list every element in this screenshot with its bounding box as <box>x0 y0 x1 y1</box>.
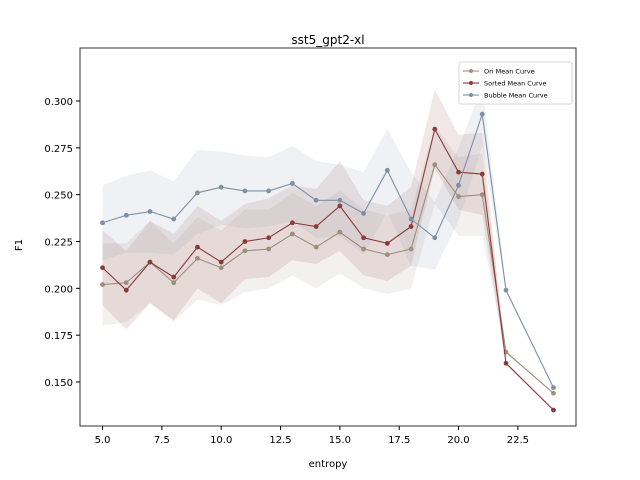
y-axis-label: F1 <box>14 239 25 251</box>
point <box>290 231 295 237</box>
point <box>100 282 105 287</box>
point <box>456 194 461 199</box>
error-band <box>102 89 554 411</box>
point <box>266 235 272 241</box>
point <box>242 239 248 244</box>
y-tick-label: 0.300 <box>44 97 73 108</box>
point <box>551 407 556 413</box>
legend-box <box>458 61 573 105</box>
point <box>456 169 461 175</box>
point <box>266 188 272 194</box>
point <box>551 385 556 391</box>
point <box>195 255 200 261</box>
point <box>503 287 509 293</box>
point <box>408 216 414 222</box>
plot-frame <box>79 47 577 427</box>
x-tick-label: 15.0 <box>329 435 351 446</box>
x-tick-label: 20.0 <box>447 435 469 446</box>
point <box>503 360 509 366</box>
y-tick-label: 0.225 <box>44 237 73 248</box>
point <box>384 240 390 246</box>
chart-title: sst5_gpt2-xl <box>291 33 364 47</box>
point <box>432 162 438 168</box>
x-tick-label: 10.0 <box>210 435 232 446</box>
point <box>290 220 295 226</box>
y-tick-label: 0.275 <box>44 144 73 155</box>
error-band <box>102 86 554 388</box>
point <box>313 224 319 229</box>
point <box>171 280 177 286</box>
point <box>147 259 153 265</box>
point <box>123 287 129 293</box>
point <box>432 126 438 132</box>
point <box>456 182 461 188</box>
point <box>337 197 343 203</box>
point <box>408 246 414 252</box>
x-tick-label: 12.5 <box>269 435 291 446</box>
legend-label: Sorted Mean Curve <box>484 79 546 87</box>
point <box>218 259 224 265</box>
point <box>361 235 366 241</box>
point <box>337 229 343 235</box>
point <box>100 220 105 226</box>
y-tick-label: 0.250 <box>44 191 73 202</box>
legend-label: Ori Mean Curve <box>484 67 535 75</box>
point <box>384 252 390 258</box>
legend-label: Bubble Mean Curve <box>484 91 548 99</box>
legend-marker <box>469 69 473 73</box>
y-tick-label: 0.150 <box>44 378 73 389</box>
point <box>100 265 105 271</box>
y-tick-label: 0.175 <box>44 331 73 342</box>
error-band <box>102 125 554 394</box>
point <box>290 181 295 186</box>
point <box>218 265 224 271</box>
x-axis-label: entropy <box>309 459 348 470</box>
point <box>266 246 272 252</box>
x-tick-label: 7.5 <box>154 435 170 446</box>
point <box>195 244 200 250</box>
point <box>337 203 343 209</box>
x-tick-label: 22.5 <box>507 435 529 446</box>
point <box>432 235 438 241</box>
point <box>123 280 129 286</box>
legend-marker <box>469 81 473 85</box>
point <box>242 248 248 254</box>
x-tick-label: 5.0 <box>95 435 111 446</box>
point <box>171 274 177 280</box>
y-tick-label: 0.200 <box>44 284 73 295</box>
point <box>195 190 200 196</box>
point <box>479 192 485 198</box>
point <box>147 209 153 214</box>
point <box>361 246 366 252</box>
point <box>408 224 414 229</box>
point <box>313 244 319 250</box>
point <box>313 197 319 203</box>
point <box>171 216 177 222</box>
point <box>218 184 224 190</box>
point <box>384 167 390 173</box>
x-tick-label: 17.5 <box>388 435 410 446</box>
point <box>361 210 366 216</box>
point <box>479 171 485 177</box>
point <box>242 188 248 194</box>
point <box>479 111 485 117</box>
legend-marker <box>469 93 473 97</box>
point <box>123 212 129 218</box>
point <box>551 390 556 396</box>
